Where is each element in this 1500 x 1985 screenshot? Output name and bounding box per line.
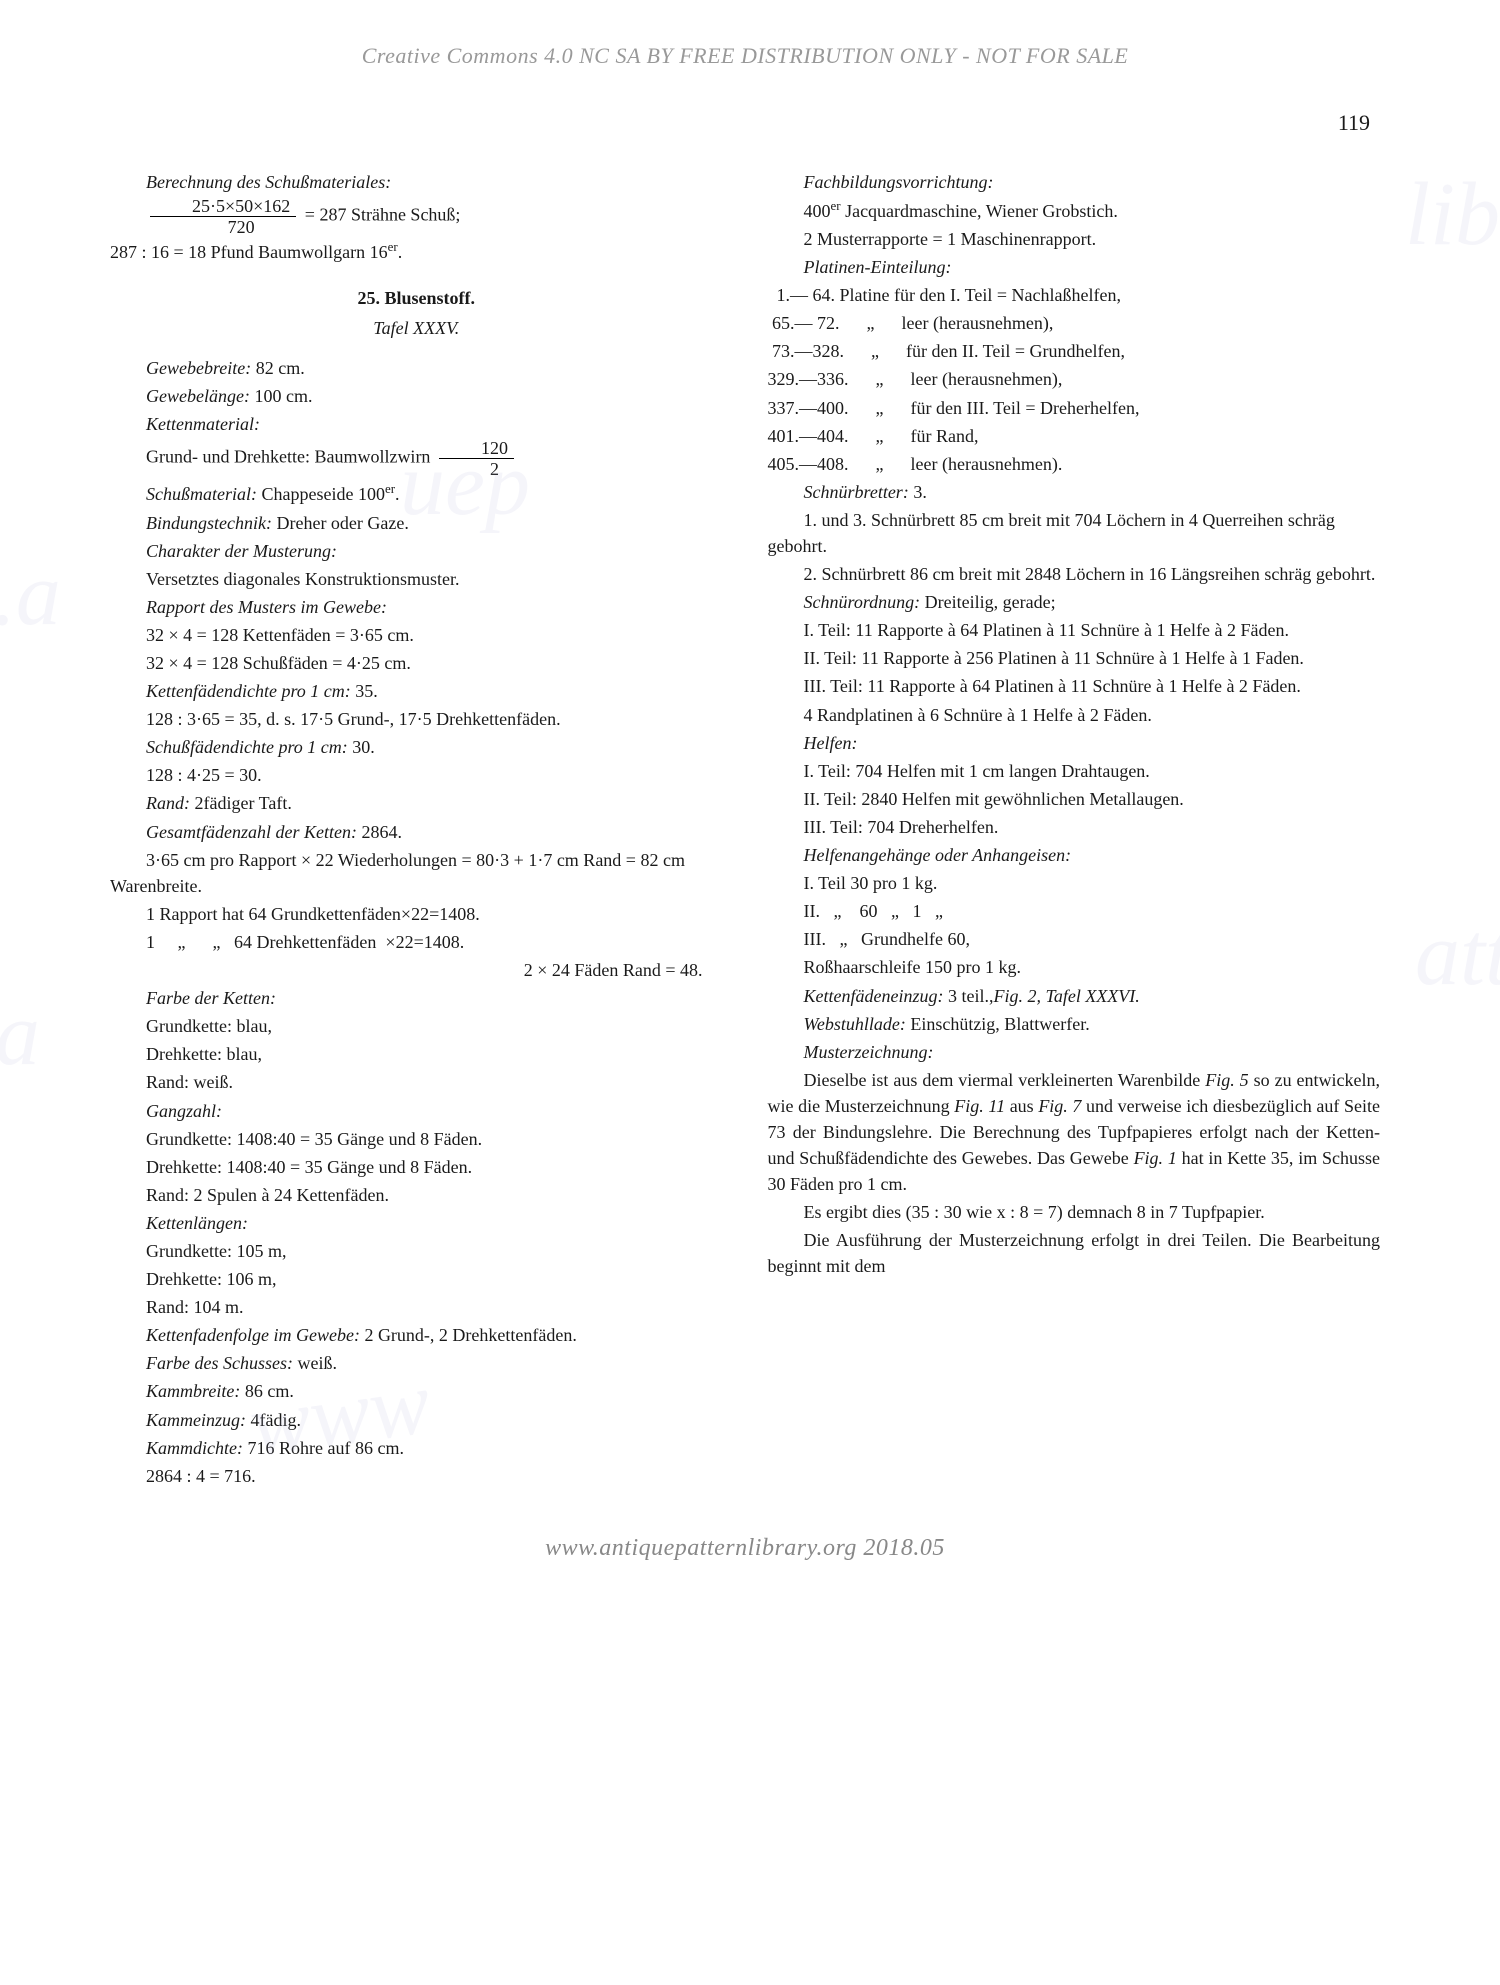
kettlang-l3: Rand: 104 m. bbox=[110, 1294, 723, 1320]
plat-l4: 329.—336. „ leer (herausnehmen), bbox=[768, 366, 1381, 392]
farbe-l1: Grundkette: blau, bbox=[110, 1013, 723, 1039]
helfen-l3: III. Teil: 704 Dreherhelfen. bbox=[768, 814, 1381, 840]
kettdichte: Kettenfädendichte pro 1 cm: 35. bbox=[110, 678, 723, 704]
schnurbr-l1: 1. und 3. Schnürbrett 85 cm breit mit 70… bbox=[768, 507, 1381, 559]
gesamt-l3: 1 „ „ 64 Drehkettenfäden ×22=1408. bbox=[110, 929, 723, 955]
kammdichte-calc: 2864 : 4 = 716. bbox=[110, 1463, 723, 1489]
helfen-l2: II. Teil: 2840 Helfen mit gewöhnlichen M… bbox=[768, 786, 1381, 812]
rapport-l2: 32 × 4 = 128 Schußfäden = 4·25 cm. bbox=[110, 650, 723, 676]
helfan-l2: II. „ 60 „ 1 „ bbox=[768, 898, 1381, 924]
page-container: libra w.a epa atte www uep Creative Comm… bbox=[0, 0, 1500, 1606]
kammbreite: Kammbreite: 86 cm. bbox=[110, 1378, 723, 1404]
schussmaterial: Schußmaterial: Chappeseide 100er. bbox=[110, 480, 723, 507]
watermark: libra bbox=[1405, 150, 1500, 281]
text-columns: Berechnung des Schußmateriales: 25·5×50×… bbox=[110, 167, 1380, 1491]
helfan-l1: I. Teil 30 pro 1 kg. bbox=[768, 870, 1381, 896]
schnurbr: Schnürbretter: 3. bbox=[768, 479, 1381, 505]
right-column: Fachbildungsvorrichtung: 400er Jacquardm… bbox=[768, 167, 1381, 1491]
kettenmaterial-label: Kettenmaterial: bbox=[110, 411, 723, 437]
kettlang-l1: Grundkette: 105 m, bbox=[110, 1238, 723, 1264]
calc-line2: 287 : 16 = 18 Pfund Baumwollgarn 16er. bbox=[110, 238, 723, 265]
fraction: 25·5×50×162 720 bbox=[150, 197, 296, 236]
gesamt-l2: 1 Rapport hat 64 Grundkettenfäden×22=140… bbox=[110, 901, 723, 927]
left-column: Berechnung des Schußmateriales: 25·5×50×… bbox=[110, 167, 723, 1491]
gang-l3: Rand: 2 Spulen à 24 Kettenfäden. bbox=[110, 1182, 723, 1208]
gang-l1: Grundkette: 1408:40 = 35 Gänge und 8 Fäd… bbox=[110, 1126, 723, 1152]
fraction: 1202 bbox=[439, 439, 514, 478]
kettlang-l2: Drehkette: 106 m, bbox=[110, 1266, 723, 1292]
charakter-label: Charakter der Musterung: bbox=[110, 538, 723, 564]
gesamt-l4: 2 × 24 Fäden Rand = 48. bbox=[110, 957, 723, 983]
kettdichte-calc: 128 : 3·65 = 35, d. s. 17·5 Grund-, 17·5… bbox=[110, 706, 723, 732]
kettlang-label: Kettenlängen: bbox=[110, 1210, 723, 1236]
plat-l7: 405.—408. „ leer (herausnehmen). bbox=[768, 451, 1381, 477]
schnurord-l3: III. Teil: 11 Rapporte à 64 Platinen à 1… bbox=[768, 673, 1381, 699]
calc-title: Berechnung des Schußmateriales: bbox=[110, 169, 723, 195]
schnurord-l4: 4 Randplatinen à 6 Schnüre à 1 Helfe à 2… bbox=[768, 702, 1381, 728]
plat-l2: 65.— 72. „ leer (herausnehmen), bbox=[768, 310, 1381, 336]
kammeinzug: Kammeinzug: 4fädig. bbox=[110, 1407, 723, 1433]
musterz-p2: Es ergibt dies (35 : 30 wie x : 8 = 7) d… bbox=[768, 1199, 1381, 1225]
watermark: w.a bbox=[0, 530, 61, 661]
header-notice: Creative Commons 4.0 NC SA BY FREE DISTR… bbox=[110, 40, 1380, 72]
rand: Rand: 2fädiger Taft. bbox=[110, 790, 723, 816]
fachbild-l2: 2 Musterrapporte = 1 Maschinenrapport. bbox=[768, 226, 1381, 252]
calc-frac: 25·5×50×162 720 = 287 Strähne Schuß; bbox=[110, 197, 723, 236]
grund-dreh: Grund- und Drehkette: Baumwollzwirn 1202 bbox=[110, 439, 723, 478]
schnurord-l2: II. Teil: 11 Rapporte à 256 Platinen à 1… bbox=[768, 645, 1381, 671]
plat-l3: 73.—328. „ für den II. Teil = Grundhelfe… bbox=[768, 338, 1381, 364]
farbe-l2: Drehkette: blau, bbox=[110, 1041, 723, 1067]
kettfadeneinzug: Kettenfädeneinzug: 3 teil.,Fig. 2, Tafel… bbox=[768, 983, 1381, 1009]
musterz-p3: Die Ausführung der Musterzeichnung erfol… bbox=[768, 1227, 1381, 1279]
watermark: atte bbox=[1415, 890, 1500, 1021]
helfen-l1: I. Teil: 704 Helfen mit 1 cm langen Drah… bbox=[768, 758, 1381, 784]
rapport-l1: 32 × 4 = 128 Kettenfäden = 3·65 cm. bbox=[110, 622, 723, 648]
schussdichte: Schußfädendichte pro 1 cm: 30. bbox=[110, 734, 723, 760]
gesamt-l1: 3·65 cm pro Rapport × 22 Wiederholungen … bbox=[110, 847, 723, 899]
fachbild-l1: 400er Jacquardmaschine, Wiener Grobstich… bbox=[768, 197, 1381, 224]
charakter-val: Versetztes diagonales Konstruktionsmuste… bbox=[110, 566, 723, 592]
farbe-l3: Rand: weiß. bbox=[110, 1069, 723, 1095]
schnurord: Schnürordnung: Dreiteilig, gerade; bbox=[768, 589, 1381, 615]
plat-l5: 337.—400. „ für den III. Teil = Dreherhe… bbox=[768, 395, 1381, 421]
gang-l2: Drehkette: 1408:40 = 35 Gänge und 8 Fäde… bbox=[110, 1154, 723, 1180]
musterz-p1: Dieselbe ist aus dem viermal verkleinert… bbox=[768, 1067, 1381, 1197]
helfen-label: Helfen: bbox=[768, 730, 1381, 756]
farbeschuss: Farbe des Schusses: weiß. bbox=[110, 1350, 723, 1376]
tafel-ref: Tafel XXXV. bbox=[110, 315, 723, 341]
rapport-label: Rapport des Musters im Gewebe: bbox=[110, 594, 723, 620]
kammdichte: Kammdichte: 716 Rohre auf 86 cm. bbox=[110, 1435, 723, 1461]
fachbild-label: Fachbildungsvorrichtung: bbox=[768, 169, 1381, 195]
plat-l1: 1.— 64. Platine für den I. Teil = Nachla… bbox=[768, 282, 1381, 308]
gewebebreite: Gewebebreite: 82 cm. bbox=[110, 355, 723, 381]
helfan-l4: Roßhaarschleife 150 pro 1 kg. bbox=[768, 954, 1381, 980]
farbe-label: Farbe der Ketten: bbox=[110, 985, 723, 1011]
page-number: 119 bbox=[110, 107, 1380, 139]
bindung: Bindungstechnik: Dreher oder Gaze. bbox=[110, 510, 723, 536]
webstuhl: Webstuhllade: Einschützig, Blattwerfer. bbox=[768, 1011, 1381, 1037]
musterz-label: Musterzeichnung: bbox=[768, 1039, 1381, 1065]
gewebelange: Gewebelänge: 100 cm. bbox=[110, 383, 723, 409]
plat-l6: 401.—404. „ für Rand, bbox=[768, 423, 1381, 449]
schussdichte-calc: 128 : 4·25 = 30. bbox=[110, 762, 723, 788]
kettfolge: Kettenfadenfolge im Gewebe: 2 Grund-, 2 … bbox=[110, 1322, 723, 1348]
gesamt: Gesamtfädenzahl der Ketten: 2864. bbox=[110, 819, 723, 845]
helfan-l3: III. „ Grundhelfe 60, bbox=[768, 926, 1381, 952]
section-title: 25. Blusenstoff. bbox=[110, 285, 723, 311]
gangzahl-label: Gangzahl: bbox=[110, 1098, 723, 1124]
helfan-label: Helfenangehänge oder Anhangeisen: bbox=[768, 842, 1381, 868]
watermark: epa bbox=[0, 970, 40, 1101]
footer-url: www.antiquepatternlibrary.org 2018.05 bbox=[110, 1531, 1380, 1566]
schnurord-l1: I. Teil: 11 Rapporte à 64 Platinen à 11 … bbox=[768, 617, 1381, 643]
schnurbr-l2: 2. Schnürbrett 86 cm breit mit 2848 Löch… bbox=[768, 561, 1381, 587]
platinen-label: Platinen-Einteilung: bbox=[768, 254, 1381, 280]
